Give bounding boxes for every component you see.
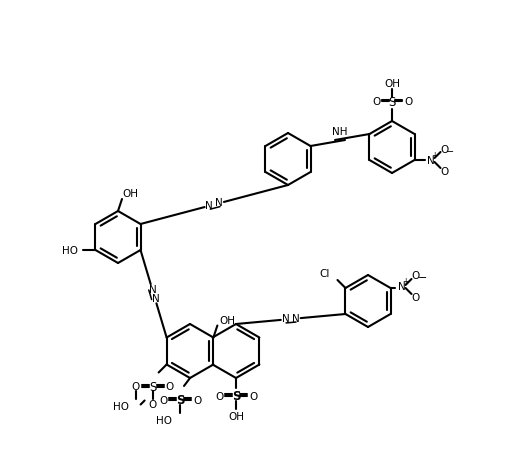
Text: O: O: [166, 382, 174, 391]
Text: N: N: [152, 294, 160, 304]
Text: HO: HO: [156, 415, 172, 425]
Text: O: O: [193, 395, 201, 405]
Text: N: N: [205, 200, 213, 210]
Text: OH: OH: [384, 79, 400, 89]
Text: N: N: [292, 313, 300, 323]
Text: S: S: [232, 390, 240, 403]
Text: OH: OH: [219, 316, 235, 326]
Text: O: O: [149, 400, 157, 410]
Text: S: S: [176, 394, 184, 407]
Text: S: S: [149, 380, 156, 393]
Text: S: S: [388, 95, 396, 108]
Text: N: N: [282, 314, 289, 324]
Text: O: O: [159, 395, 167, 405]
Text: NH: NH: [332, 127, 348, 137]
Text: OH: OH: [228, 411, 244, 421]
Text: O: O: [411, 292, 419, 302]
Text: O: O: [411, 271, 419, 281]
Text: HO: HO: [63, 245, 79, 255]
Text: O: O: [372, 97, 380, 107]
Text: −: −: [418, 272, 427, 282]
Text: O: O: [440, 166, 449, 177]
Text: O: O: [404, 97, 412, 107]
Text: O: O: [215, 391, 223, 401]
Text: O: O: [132, 382, 140, 391]
Text: OH: OH: [122, 189, 138, 198]
Text: −: −: [447, 147, 454, 156]
Text: +: +: [402, 277, 409, 286]
Text: N: N: [215, 198, 223, 208]
Text: +: +: [431, 151, 438, 160]
Text: O: O: [440, 145, 449, 155]
Text: Cl: Cl: [319, 268, 329, 278]
Text: N: N: [149, 284, 157, 294]
Text: O: O: [249, 391, 257, 401]
Text: HO: HO: [113, 401, 128, 412]
Text: N: N: [398, 281, 406, 291]
Text: N: N: [427, 156, 434, 166]
